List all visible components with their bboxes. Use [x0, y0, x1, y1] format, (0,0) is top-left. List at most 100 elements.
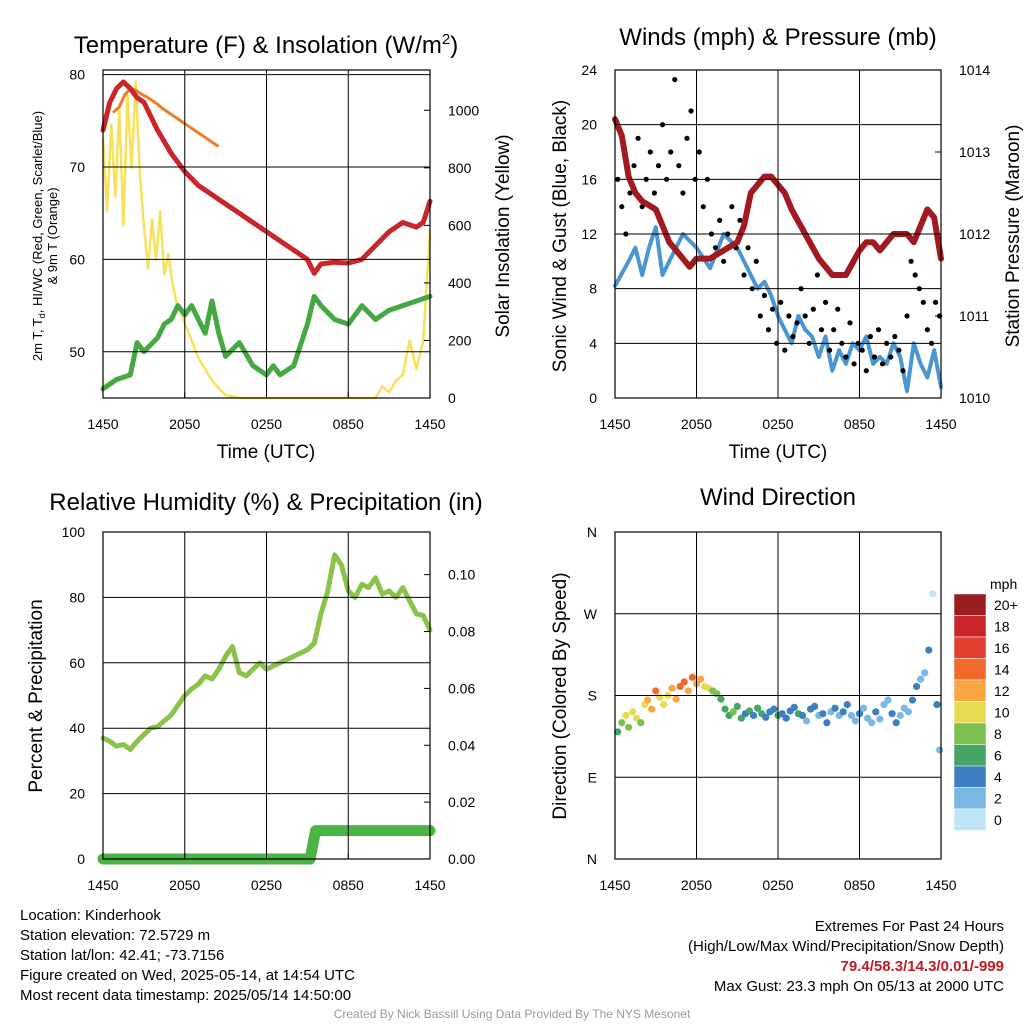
- extremes-info: Extremes For Past 24 Hours (High/Low/Max…: [688, 917, 1004, 997]
- winds-axes: 1450 2050 0250 0850 145004812162024101010111…: [581, 62, 990, 432]
- gust-point: [769, 306, 776, 312]
- direction-point: [729, 708, 737, 716]
- station-info: Location: Kinderhook Station elevation: …: [20, 906, 355, 1006]
- gust-point: [851, 361, 857, 367]
- direction-point: [668, 684, 676, 692]
- direction-point: [912, 682, 921, 691]
- gust-point: [875, 327, 882, 333]
- direction-point: [876, 715, 884, 723]
- direction-point: [656, 693, 664, 701]
- y-right-tick-label: 800: [448, 160, 472, 176]
- legend-label: 6: [994, 748, 1002, 764]
- temperature-title: Temperature (F) & Insolation (W/m2): [74, 31, 458, 59]
- legend-label: 20+: [994, 597, 1018, 613]
- gust-point: [912, 272, 918, 278]
- gust-point: [684, 135, 690, 141]
- gust-point: [847, 320, 853, 326]
- direction-point: [652, 687, 660, 695]
- direction-point: [614, 728, 622, 736]
- y-left-tick-label: 60: [69, 655, 85, 671]
- gust-point: [908, 258, 914, 264]
- direction-point: [811, 702, 819, 711]
- x-tick-label: 0250: [251, 416, 282, 432]
- direction-point: [622, 711, 630, 720]
- gust-point: [753, 258, 759, 264]
- direction-point: [624, 723, 633, 731]
- gust-point: [712, 245, 719, 251]
- y-left-tick-label: 12: [581, 226, 597, 242]
- legend-swatch: [953, 765, 987, 788]
- gust-point: [668, 149, 674, 155]
- direction-title: Wind Direction: [700, 484, 856, 511]
- gust-point: [822, 299, 829, 305]
- direction-point: [892, 719, 900, 727]
- gust-point: [655, 163, 662, 169]
- direction-point: [925, 646, 933, 654]
- y-left-tick-label: 20: [581, 117, 597, 133]
- legend-label: 18: [994, 619, 1010, 635]
- gust-point: [810, 306, 816, 312]
- gust-point: [900, 368, 906, 374]
- y-left-tick-label: N: [587, 851, 597, 867]
- legend-swatch: [953, 636, 987, 659]
- direction-point: [696, 675, 705, 683]
- plot-frame: [102, 531, 431, 860]
- direction-point: [819, 710, 827, 718]
- credit-text: Created By Nick Bassill Using Data Provi…: [333, 1007, 691, 1021]
- direction-point: [896, 711, 904, 720]
- x-tick-label: 2050: [681, 877, 712, 893]
- direction-point: [680, 678, 688, 686]
- gust-point: [627, 190, 633, 196]
- legend-swatch: [953, 593, 987, 616]
- y-left-tick-label: 100: [62, 524, 86, 540]
- legend-swatch: [953, 701, 987, 724]
- winds-panel: Winds (mph) & Pressure (mb) 1450 2050 0250…: [550, 24, 1024, 463]
- gust-point: [716, 217, 723, 223]
- y-right-tick-label: 1013: [959, 144, 990, 160]
- y-left-tick-label: 0: [589, 390, 597, 406]
- y-right-tick-label: 200: [448, 332, 472, 348]
- svg-text:& 9m T (Orange): & 9m T (Orange): [45, 187, 60, 284]
- gust-point: [765, 327, 772, 333]
- extremes-values: 79.4/58.3/14.3/0.01/-999: [840, 958, 1004, 975]
- gust-point: [721, 258, 727, 264]
- plot-frame: [102, 69, 431, 399]
- y-left-tick-label: 80: [69, 67, 85, 83]
- gust-point: [835, 306, 841, 312]
- legend-swatch: [953, 679, 987, 702]
- gust-point: [619, 204, 625, 210]
- gust-point: [651, 190, 657, 196]
- location-text: Location: Kinderhook: [20, 907, 161, 924]
- legend-swatch: [953, 787, 987, 810]
- y-right-tick-label: 600: [448, 217, 472, 233]
- gust-point: [745, 245, 751, 251]
- gust-point: [896, 347, 902, 353]
- sonic-wind-line: [613, 225, 943, 394]
- direction-point: [921, 669, 929, 677]
- y-right-tick-label: 1014: [959, 62, 990, 78]
- latlon-text: Station lat/lon: 42.41; -73.7156: [20, 947, 225, 964]
- direction-point: [648, 705, 656, 713]
- direction-point: [888, 710, 896, 718]
- direction-point: [843, 700, 851, 709]
- gust-point: [892, 333, 898, 340]
- direction-point: [859, 704, 868, 712]
- direction-point: [618, 719, 626, 727]
- x-tick-label: 0250: [762, 877, 793, 893]
- direction-point: [782, 714, 790, 722]
- direction-point: [637, 719, 645, 727]
- gust-point: [700, 204, 706, 210]
- y-right-tick-label: 1010: [959, 390, 990, 406]
- gust-point: [802, 313, 808, 319]
- legend-label: 2: [994, 791, 1002, 807]
- gust-point: [932, 299, 939, 305]
- gust-point: [688, 108, 694, 114]
- created-text: Figure created on Wed, 2025-05-14, at 14…: [20, 967, 355, 984]
- gust-point: [920, 299, 926, 305]
- gust-point: [676, 163, 682, 169]
- recent-text: Most recent data timestamp: 2025/05/14 1…: [20, 987, 352, 1004]
- legend-label: 4: [994, 769, 1002, 785]
- gust-point: [790, 333, 796, 340]
- direction-point: [904, 708, 913, 716]
